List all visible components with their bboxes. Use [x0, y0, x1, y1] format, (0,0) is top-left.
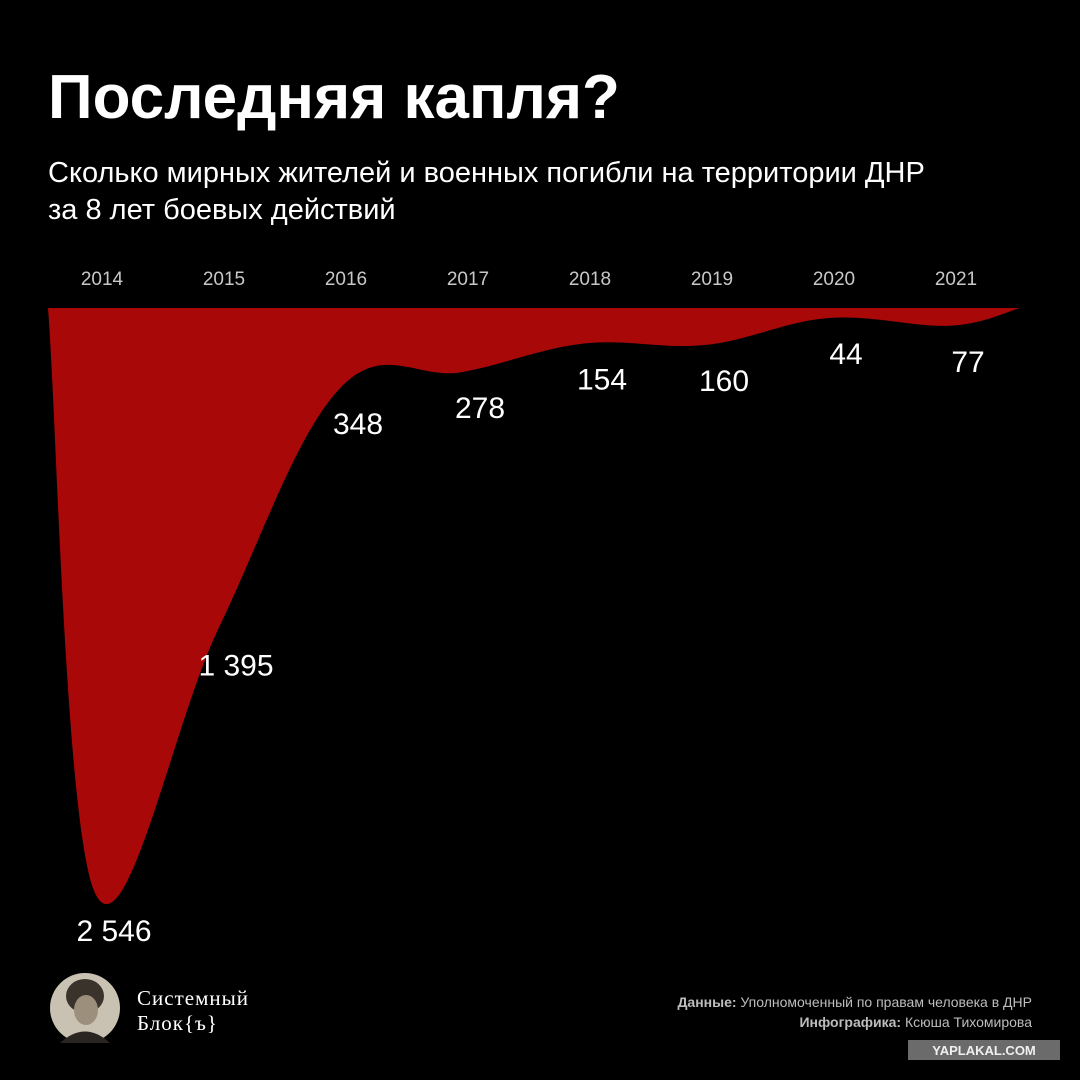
subtitle-line: Сколько мирных жителей и военных погибли…	[48, 157, 925, 189]
value-label: 44	[829, 338, 862, 371]
x-tick-label: 2015	[203, 269, 245, 290]
author-line: Инфографика: Ксюша Тихомирова	[799, 1014, 1032, 1030]
brand-name: Системный	[137, 986, 249, 1010]
value-label: 1 395	[198, 650, 273, 683]
value-label: 278	[455, 392, 505, 425]
author-label: Инфографика:	[799, 1014, 901, 1030]
value-label: 154	[577, 364, 627, 397]
source-line: Данные: Уполномоченный по правам человек…	[677, 994, 1032, 1010]
chart-title: Последняя капля?	[48, 63, 620, 132]
x-tick-label: 2019	[691, 269, 733, 290]
source-text: Уполномоченный по правам человека в ДНР	[740, 994, 1032, 1010]
value-label: 160	[699, 365, 749, 398]
value-label: 77	[951, 346, 984, 379]
logo	[50, 973, 120, 1043]
plot: 2014 2 546 2015 1 395 2016 348 2017 278 2018 154 2…	[48, 269, 1020, 948]
value-label: 348	[333, 408, 383, 441]
watermark: YAPLAKAL.COM	[932, 1043, 1036, 1058]
area	[48, 308, 1020, 905]
x-tick-label: 2014	[81, 269, 124, 290]
logo-face	[74, 995, 98, 1025]
x-tick-label: 2016	[325, 269, 367, 290]
x-tick-label: 2020	[813, 269, 855, 290]
x-tick-label: 2021	[935, 269, 977, 290]
value-label: 2 546	[76, 915, 151, 948]
logo-body	[60, 1031, 110, 1043]
source-label: Данные:	[677, 994, 736, 1010]
author-text: Ксюша Тихомирова	[905, 1014, 1032, 1030]
x-tick-label: 2017	[447, 269, 489, 290]
brand-name: Блок{ъ}	[137, 1011, 218, 1035]
subtitle-line: за 8 лет боевых действий	[48, 194, 396, 226]
x-tick-label: 2018	[569, 269, 611, 290]
watermark-box	[908, 1040, 1060, 1060]
